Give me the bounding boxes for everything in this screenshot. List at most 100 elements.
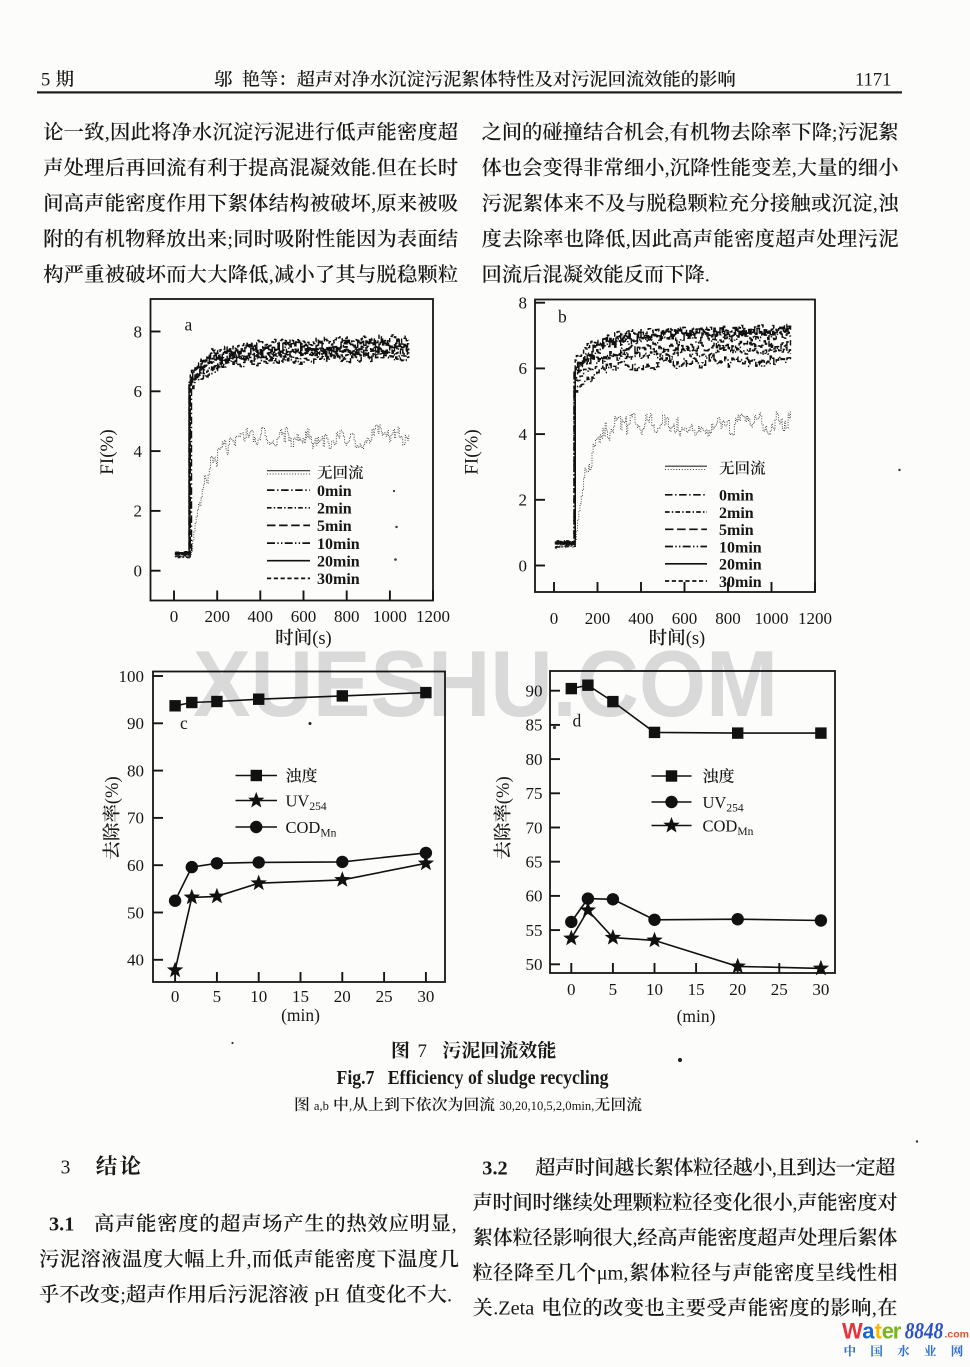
svg-text:a: a xyxy=(185,315,193,335)
svg-text:1000: 1000 xyxy=(373,607,407,626)
svg-text:10: 10 xyxy=(646,980,663,999)
svg-text:UV254: UV254 xyxy=(286,791,327,813)
svg-text:(min): (min) xyxy=(677,1006,716,1026)
svg-text:3.1: 3.1 xyxy=(49,1214,74,1236)
svg-text:4: 4 xyxy=(134,442,143,461)
svg-text:,: , xyxy=(626,229,631,251)
svg-text:10: 10 xyxy=(250,987,267,1006)
svg-text:20: 20 xyxy=(334,987,351,1006)
svg-text:r: r xyxy=(893,1319,902,1344)
svg-text:.com: .com xyxy=(945,1329,970,1341)
svg-text:d: d xyxy=(573,711,582,731)
svg-text:1200: 1200 xyxy=(416,607,450,626)
svg-text:2: 2 xyxy=(519,491,528,510)
svg-text:70: 70 xyxy=(526,818,543,837)
svg-text:b: b xyxy=(558,307,567,327)
svg-text:100: 100 xyxy=(119,667,145,686)
svg-text:,: , xyxy=(452,1214,457,1236)
svg-text:0: 0 xyxy=(170,607,179,626)
svg-text:8: 8 xyxy=(519,294,528,313)
svg-text:Fig.7 Efficiency of sludge r: Fig.7 Efficiency of sludge recycling xyxy=(337,1067,609,1089)
svg-text:20: 20 xyxy=(729,980,746,999)
svg-text:4: 4 xyxy=(519,425,528,444)
svg-text:70: 70 xyxy=(127,809,144,828)
svg-text:CODMn: CODMn xyxy=(286,818,337,840)
svg-text:15: 15 xyxy=(688,980,705,999)
svg-text:μm,: μm, xyxy=(597,1263,629,1285)
svg-text:e: e xyxy=(882,1319,894,1344)
svg-text:1171: 1171 xyxy=(855,71,891,91)
svg-text:1000: 1000 xyxy=(755,609,789,628)
svg-text:0: 0 xyxy=(567,980,576,999)
svg-text:15: 15 xyxy=(292,987,309,1006)
svg-text:10min: 10min xyxy=(317,536,360,553)
svg-text:10min: 10min xyxy=(719,539,762,556)
svg-text:(min): (min) xyxy=(281,1005,320,1025)
svg-text:CODMn: CODMn xyxy=(703,816,754,838)
svg-text:,: , xyxy=(633,1228,638,1250)
svg-text:,: , xyxy=(664,122,669,144)
svg-text:FI(%): FI(%) xyxy=(97,429,118,474)
svg-text:800: 800 xyxy=(715,609,741,628)
svg-text:FI(%): FI(%) xyxy=(462,429,483,474)
svg-text:25: 25 xyxy=(771,980,788,999)
svg-text:60: 60 xyxy=(127,856,144,875)
svg-text:400: 400 xyxy=(248,607,274,626)
svg-text:a: a xyxy=(862,1319,875,1344)
svg-text:,: , xyxy=(772,1157,777,1179)
svg-text:,: , xyxy=(873,193,878,215)
svg-text:6: 6 xyxy=(134,382,143,401)
svg-text:,: , xyxy=(105,122,110,144)
svg-text:XUESHU.COM: XUESHU.COM xyxy=(193,631,778,736)
svg-text:,: , xyxy=(349,1099,352,1113)
svg-text:0: 0 xyxy=(134,562,143,581)
svg-text:600: 600 xyxy=(291,607,317,626)
svg-text:(s): (s) xyxy=(686,629,706,649)
svg-text:200: 200 xyxy=(204,607,230,626)
svg-text:6: 6 xyxy=(519,359,528,378)
svg-text:80: 80 xyxy=(526,750,543,769)
svg-text:2min: 2min xyxy=(317,501,352,518)
svg-text:20min: 20min xyxy=(317,554,360,571)
svg-text:30: 30 xyxy=(417,987,434,1006)
svg-text:200: 200 xyxy=(585,609,611,628)
svg-text:pH: pH xyxy=(315,1284,340,1306)
svg-text:20min: 20min xyxy=(719,557,762,574)
svg-text:,: , xyxy=(371,193,376,215)
svg-text:65: 65 xyxy=(526,853,543,872)
svg-text:a,b: a,b xyxy=(314,1099,329,1113)
svg-text:2min: 2min xyxy=(719,505,754,522)
svg-text:0: 0 xyxy=(519,556,528,575)
svg-text:80: 80 xyxy=(127,761,144,780)
svg-text:,: , xyxy=(665,158,670,180)
svg-text:30: 30 xyxy=(812,980,829,999)
svg-text:UV254: UV254 xyxy=(703,793,744,815)
svg-text:5min: 5min xyxy=(317,518,352,535)
svg-text:90: 90 xyxy=(526,682,543,701)
svg-text:5: 5 xyxy=(609,980,618,999)
svg-text:,: , xyxy=(872,1298,877,1320)
svg-text:3: 3 xyxy=(61,1157,71,1178)
svg-text:(%): (%) xyxy=(494,776,514,804)
svg-text:30,20,10,5,2,0min,: 30,20,10,5,2,0min, xyxy=(499,1099,594,1113)
svg-text:,: , xyxy=(792,158,797,180)
svg-text:55: 55 xyxy=(526,921,543,940)
svg-text:.: . xyxy=(371,158,376,180)
svg-text:30min: 30min xyxy=(719,574,762,591)
svg-text:.: . xyxy=(447,1284,452,1306)
svg-text:.: . xyxy=(705,264,710,286)
svg-text:,: , xyxy=(247,1249,252,1271)
svg-text:;: ; xyxy=(120,1284,126,1306)
svg-text:0min: 0min xyxy=(719,488,754,505)
svg-text:85: 85 xyxy=(526,716,543,735)
svg-text:5: 5 xyxy=(41,71,50,91)
svg-text:600: 600 xyxy=(672,609,698,628)
svg-text:75: 75 xyxy=(526,784,543,803)
svg-text:7: 7 xyxy=(418,1041,428,1062)
svg-text:2: 2 xyxy=(134,502,143,521)
svg-text:60: 60 xyxy=(526,887,543,906)
svg-text:8848: 8848 xyxy=(905,1319,944,1344)
svg-text:0: 0 xyxy=(550,609,559,628)
svg-text:0min: 0min xyxy=(317,483,352,500)
svg-text:8: 8 xyxy=(134,322,143,341)
